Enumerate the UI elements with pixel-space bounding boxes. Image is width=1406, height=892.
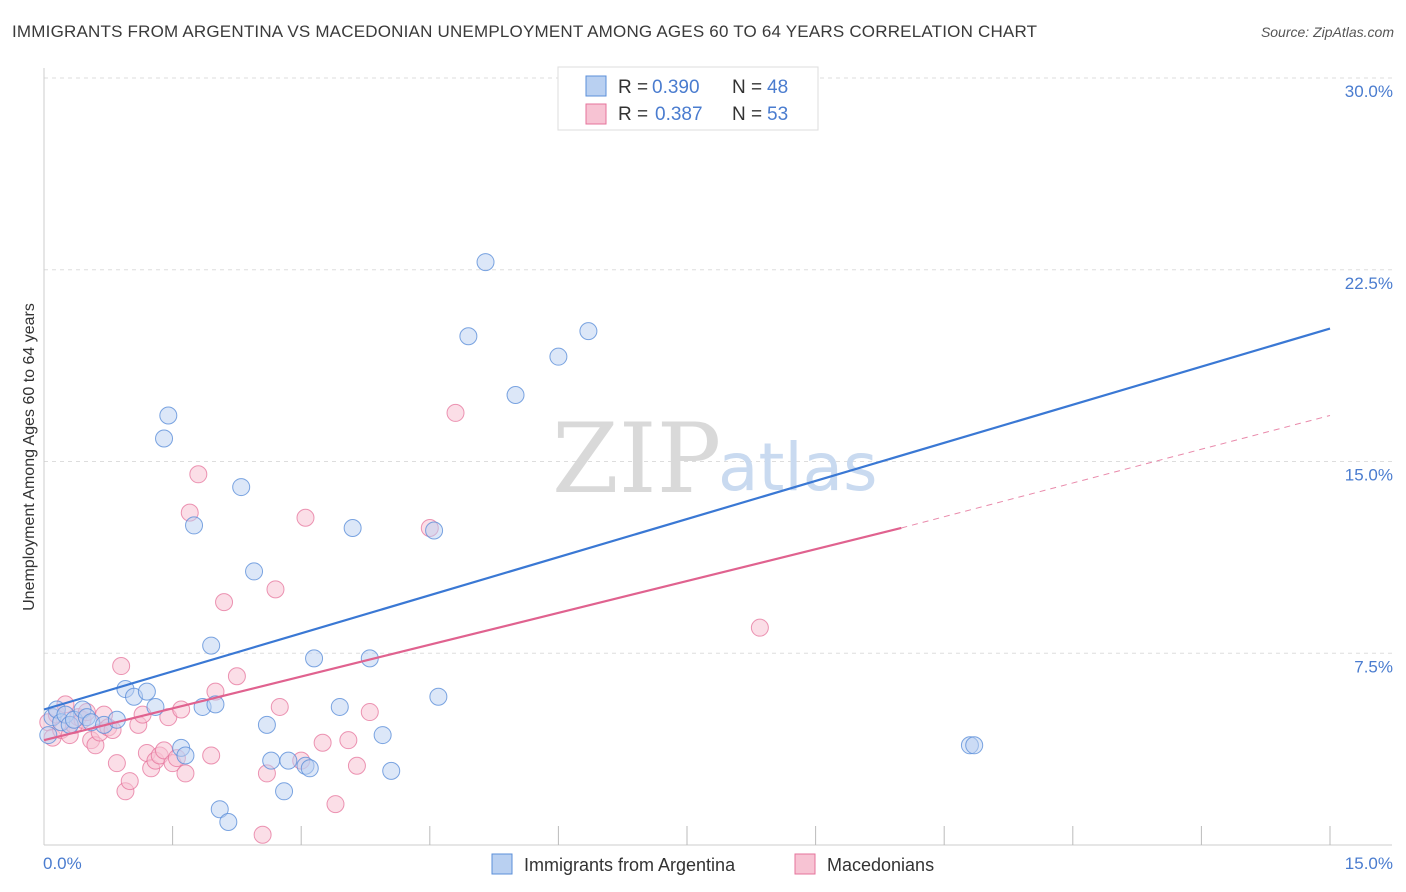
x-tick-label-1: 15.0% (1345, 854, 1393, 873)
argentina-point-39 (382, 761, 401, 780)
legend-r-label-pink: R = (618, 104, 648, 125)
stats-legend: R = 0.390 N = 48 R = 0.387 N = 53 (557, 66, 819, 131)
argentina-point-46 (579, 322, 598, 341)
legend-n-value-pink: 53 (767, 104, 788, 125)
macedonians-point-46 (339, 731, 358, 750)
argentina-point-27 (245, 562, 264, 581)
argentina-point-14 (137, 682, 156, 701)
argentina-point-17 (159, 406, 178, 425)
macedonians-point-38 (253, 825, 272, 844)
argentina-point-30 (275, 782, 294, 801)
macedonians-point-16 (107, 754, 126, 773)
argentina-point-40 (425, 521, 444, 540)
argentina-point-36 (343, 518, 362, 537)
macedonians-point-37 (227, 667, 246, 686)
legend-swatch-blue (585, 75, 607, 97)
legend-n-label-pink: N = (732, 104, 762, 125)
argentina-point-0 (39, 726, 58, 745)
series-legend-swatch-macedonians (794, 853, 816, 875)
macedonians-point-40 (266, 580, 285, 599)
argentina-point-41 (429, 687, 448, 706)
axes (43, 68, 1392, 846)
chart-title: IMMIGRANTS FROM ARGENTINA VS MACEDONIAN … (12, 22, 1038, 41)
macedonians-point-31 (176, 764, 195, 783)
y-tick-label-3: 30.0% (1345, 82, 1393, 101)
macedonians-point-50 (446, 403, 465, 422)
macedonians-point-45 (326, 795, 345, 814)
watermark: ZIP atlas (552, 403, 878, 515)
argentina-point-31 (279, 751, 298, 770)
series-legend-swatch-argentina (491, 853, 513, 875)
macedonians-point-36 (215, 593, 234, 612)
y-tick-label-1: 15.0% (1345, 466, 1393, 485)
watermark-zip: ZIP (552, 403, 721, 515)
macedonians-trend-line (43, 526, 902, 742)
macedonians-point-30 (172, 700, 191, 719)
source-label: Source: ZipAtlas.com (1260, 24, 1394, 40)
argentina-point-42 (459, 327, 478, 346)
macedonians-point-51 (750, 618, 769, 637)
legend-n-value-blue: 48 (767, 77, 788, 98)
argentina-point-19 (176, 746, 195, 765)
series-legend: Immigrants from Argentina Macedonians (491, 853, 934, 875)
trend-lines (43, 327, 1331, 742)
argentina-point-38 (373, 726, 392, 745)
series-legend-macedonians: Macedonians (827, 855, 934, 875)
macedonians-trend-extension (901, 414, 1331, 529)
x-tick-label-0: 0.0% (43, 854, 82, 873)
series-legend-argentina: Immigrants from Argentina (524, 855, 736, 875)
legend-r-label-blue: R = (618, 77, 648, 98)
macedonians-point-47 (347, 756, 366, 775)
argentina-point-45 (549, 347, 568, 366)
x-tick-labels: 0.0% 15.0% (43, 854, 1393, 873)
argentina-point-49 (965, 736, 984, 755)
argentina-point-23 (206, 695, 225, 714)
macedonians-point-43 (296, 508, 315, 527)
macedonians-point-34 (202, 746, 221, 765)
watermark-atlas: atlas (718, 429, 878, 506)
macedonians-point-48 (360, 703, 379, 722)
argentina-point-16 (155, 429, 174, 448)
argentina-points (39, 112, 984, 831)
argentina-point-35 (330, 697, 349, 716)
argentina-point-24 (210, 800, 229, 819)
legend-r-value-blue: 0.390 (652, 77, 700, 98)
argentina-trend-line (43, 327, 1331, 711)
y-tick-labels: 7.5% 15.0% 22.5% 30.0% (1345, 82, 1393, 676)
macedonians-point-44 (313, 733, 332, 752)
y-tick-label-0: 7.5% (1354, 657, 1393, 676)
argentina-point-33 (300, 759, 319, 778)
argentina-point-29 (262, 751, 281, 770)
macedonians-point-19 (120, 772, 139, 791)
gridlines (44, 77, 1392, 654)
legend-swatch-pink (585, 103, 607, 125)
macedonians-point-33 (189, 465, 208, 484)
argentina-point-34 (305, 649, 324, 668)
argentina-point-28 (257, 715, 276, 734)
legend-r-value-pink: 0.387 (655, 104, 703, 125)
argentina-point-26 (232, 478, 251, 497)
argentina-point-20 (185, 516, 204, 535)
argentina-point-25 (219, 812, 238, 831)
macedonians-point-41 (270, 697, 289, 716)
legend-n-label-blue: N = (732, 77, 762, 98)
argentina-point-22 (202, 636, 221, 655)
argentina-point-43 (476, 253, 495, 272)
macedonians-point-17 (112, 657, 131, 676)
argentina-point-44 (506, 386, 525, 405)
y-tick-label-2: 22.5% (1345, 274, 1393, 293)
